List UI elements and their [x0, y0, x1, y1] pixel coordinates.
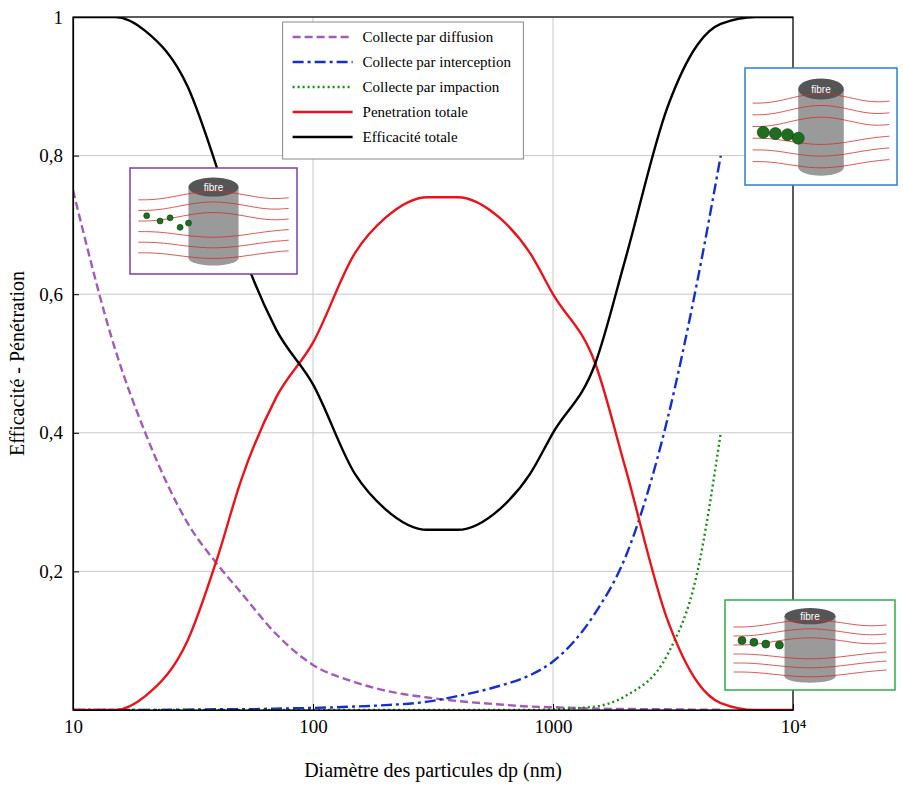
particle [769, 128, 781, 140]
tick-label: 10⁴ [781, 716, 807, 737]
legend-label: Penetration totale [363, 104, 469, 120]
streamline [734, 661, 887, 668]
grid-line-y [73, 432, 793, 433]
tick-label: 0,2 [39, 561, 63, 582]
particle [738, 637, 746, 645]
fibre-top [785, 608, 836, 624]
series-line [73, 433, 721, 710]
series-line [73, 17, 793, 530]
legend-swatch [293, 61, 353, 63]
plot: 10 100 1000 10⁴ 0,2 0,4 0,6 0,8 1 [39, 7, 806, 738]
legend-label: Collecte par impaction [363, 79, 500, 95]
particle [167, 215, 173, 221]
streamline [138, 202, 288, 210]
streamline [138, 230, 288, 238]
legend-label: Collecte par interception [363, 54, 512, 70]
legend: Collecte par diffusion Collecte par inter… [283, 22, 524, 159]
tick-label: 100 [299, 716, 328, 737]
fibre-label: fibre [204, 182, 224, 193]
legend-swatch [293, 111, 353, 113]
tick-mark [73, 433, 79, 434]
plot-frame [73, 17, 793, 710]
series-line [73, 156, 721, 710]
grid-line-y [73, 294, 793, 295]
legend-label: Efficacité totale [363, 129, 458, 145]
fibre-top [798, 79, 844, 100]
particle [177, 224, 183, 230]
legend-swatch [293, 136, 353, 138]
fibre-top [188, 178, 238, 197]
particle [762, 640, 770, 648]
grid-line-y [73, 571, 793, 572]
inset: fibre [130, 168, 297, 274]
tick-mark [73, 156, 79, 157]
tick-label: 1 [54, 7, 64, 28]
streamline [753, 94, 890, 103]
streamline [734, 629, 887, 636]
streamline [138, 251, 288, 259]
tick-mark [73, 571, 79, 572]
tick: 1000 [535, 704, 573, 737]
inset-box [745, 68, 897, 185]
tick-label: 0,8 [39, 145, 63, 166]
particle [750, 638, 758, 646]
streamline [753, 105, 890, 114]
tick: 100 [299, 704, 328, 737]
streamline [734, 670, 887, 677]
tick: 10⁴ [781, 704, 807, 737]
tick-label: 1000 [535, 716, 573, 737]
grid-line-x [553, 17, 554, 710]
inset: fibre [745, 68, 897, 185]
legend-swatch [293, 86, 353, 88]
particle [792, 132, 804, 144]
y-axis-title: Efficacité - Pénétration [6, 271, 28, 456]
streamline [734, 652, 887, 659]
inset: fibre [725, 600, 895, 690]
streamline [753, 148, 890, 156]
particle [144, 213, 150, 219]
particle [757, 126, 769, 138]
fibre-label: fibre [800, 611, 820, 622]
tick-label: 0,4 [39, 422, 63, 443]
particle [782, 129, 794, 141]
x-axis-title: Diamètre des particules dp (nm) [304, 759, 562, 782]
legend-swatch [293, 36, 353, 38]
legend-label: Collecte par diffusion [363, 29, 494, 45]
tick-mark [553, 704, 554, 710]
grid [73, 17, 793, 710]
inset-box [725, 600, 895, 690]
tick-label: 10 [64, 716, 83, 737]
inset-box [130, 168, 297, 274]
fibre-label: fibre [811, 84, 831, 95]
legend-box [283, 22, 524, 159]
chart: 10 100 1000 10⁴ 0,2 0,4 0,6 0,8 1 Diamètre des pa… [0, 0, 903, 793]
particle [185, 220, 191, 226]
particle [157, 218, 163, 224]
streamline [753, 160, 890, 168]
streamline [138, 240, 288, 248]
tick-label: 0,6 [39, 284, 63, 305]
tick-mark [313, 704, 314, 710]
x-axis: 10 100 1000 10⁴ [64, 704, 807, 737]
tick-mark [73, 294, 79, 295]
series-group [73, 17, 793, 710]
particle [775, 641, 783, 649]
streamline [753, 117, 890, 126]
